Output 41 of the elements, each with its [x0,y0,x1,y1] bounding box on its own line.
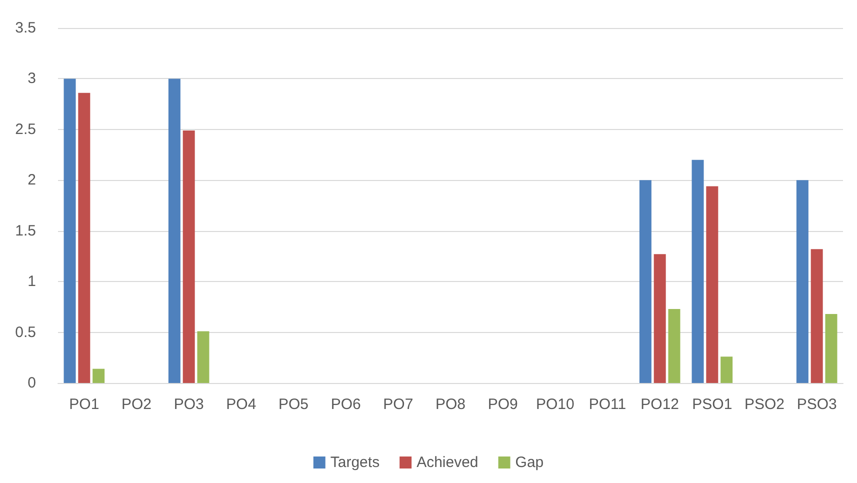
x-tick-label: PSO2 [744,396,785,413]
x-tick-label: PO6 [330,396,361,413]
bar [706,186,718,383]
bar [639,180,652,383]
legend-label: Gap [515,454,544,471]
bar [92,368,105,383]
x-tick-label: PO9 [488,396,518,413]
bar [64,78,76,383]
x-tick-label: PO4 [226,396,256,413]
x-tick-label: PSO1 [692,396,732,413]
bar [668,308,680,383]
x-tick-label: PO2 [121,396,152,413]
bar [182,130,195,383]
x-tick-label: PO3 [174,396,204,413]
x-tick-label: PO12 [640,396,680,413]
legend-label: Targets [330,454,380,471]
bar [810,249,823,383]
bar [720,356,733,383]
y-tick-label: 3.5 [15,20,36,36]
y-tick-label: 2 [28,172,36,189]
x-tick-label: PO8 [435,396,466,413]
bar [825,314,838,383]
bar [692,160,704,383]
x-tick-label: PO1 [69,396,100,413]
y-tick-label: 2.5 [15,120,36,138]
y-tick-label: 1.5 [15,222,36,240]
y-tick-label: 1 [28,273,36,290]
bar [796,180,808,383]
bar [168,78,180,383]
bar [197,331,210,383]
x-tick-label: PSO3 [796,396,837,413]
y-tick-label: 0 [28,374,36,392]
bar [78,92,90,383]
x-tick-label: PO5 [278,396,309,413]
bar [654,254,666,383]
y-tick-label: 3 [28,70,36,88]
x-tick-label: PO11 [588,396,626,413]
x-tick-label: PO10 [536,396,574,413]
legend-label: Achieved [416,454,478,471]
y-tick-label: 0.5 [15,324,36,341]
x-tick-label: PO7 [383,396,414,413]
